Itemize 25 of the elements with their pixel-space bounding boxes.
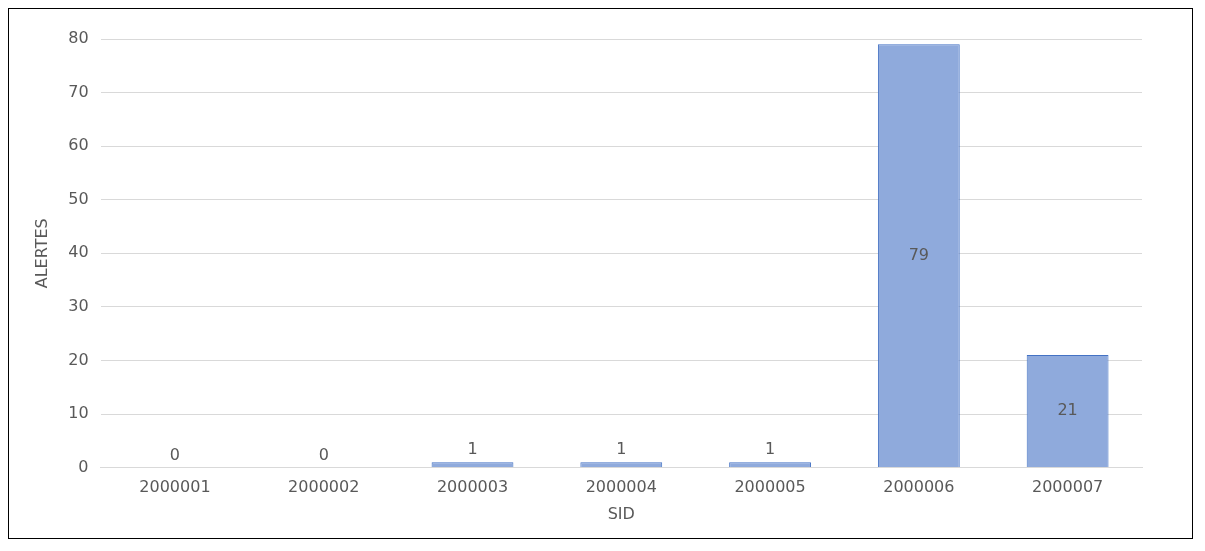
x-tick-label: 2000003 <box>436 477 509 497</box>
data-label: 1 <box>467 439 478 459</box>
y-tick-label: 30 <box>68 296 89 316</box>
data-label: 21 <box>1057 400 1078 420</box>
data-label: 0 <box>318 444 329 464</box>
x-tick-label: 2000002 <box>288 477 360 497</box>
y-tick-label: 40 <box>68 242 89 262</box>
y-tick-label: 0 <box>78 456 89 476</box>
y-tick-label: 50 <box>68 188 89 208</box>
y-tick-label: 80 <box>68 28 89 48</box>
x-tick-label: 2000005 <box>734 477 806 497</box>
y-tick-label: 20 <box>68 349 89 369</box>
y-tick-label: 60 <box>68 135 89 155</box>
y-tick-label: 70 <box>68 81 89 101</box>
x-tick-label: 2000001 <box>139 477 211 497</box>
x-tick-label: 2000004 <box>585 477 657 497</box>
data-label: 1 <box>764 439 776 459</box>
data-label: 1 <box>616 439 627 459</box>
x-tick-label: 2000007 <box>1031 477 1104 497</box>
data-label: 0 <box>169 444 181 464</box>
y-tick-label: 10 <box>68 403 89 423</box>
x-tick-label: 2000006 <box>883 477 955 497</box>
data-label: 79 <box>908 244 930 264</box>
y-axis-title: ALERTES <box>31 218 51 289</box>
x-axis-title: SID <box>607 503 635 523</box>
